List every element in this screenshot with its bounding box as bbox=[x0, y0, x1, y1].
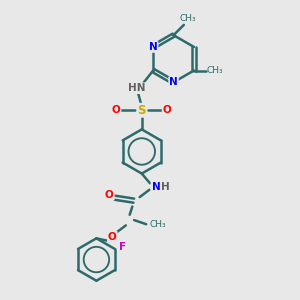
Text: H: H bbox=[161, 182, 170, 192]
Text: N: N bbox=[169, 77, 178, 87]
Text: N: N bbox=[152, 182, 160, 192]
Text: O: O bbox=[112, 105, 121, 115]
Text: O: O bbox=[108, 232, 117, 242]
Text: HN: HN bbox=[128, 83, 146, 93]
Text: O: O bbox=[163, 105, 172, 115]
Text: F: F bbox=[119, 242, 127, 253]
Text: O: O bbox=[105, 190, 114, 200]
Text: CH₃: CH₃ bbox=[180, 14, 196, 23]
Text: N: N bbox=[149, 42, 158, 52]
Text: CH₃: CH₃ bbox=[149, 220, 166, 229]
Text: CH₃: CH₃ bbox=[206, 66, 223, 75]
Text: S: S bbox=[137, 104, 146, 117]
